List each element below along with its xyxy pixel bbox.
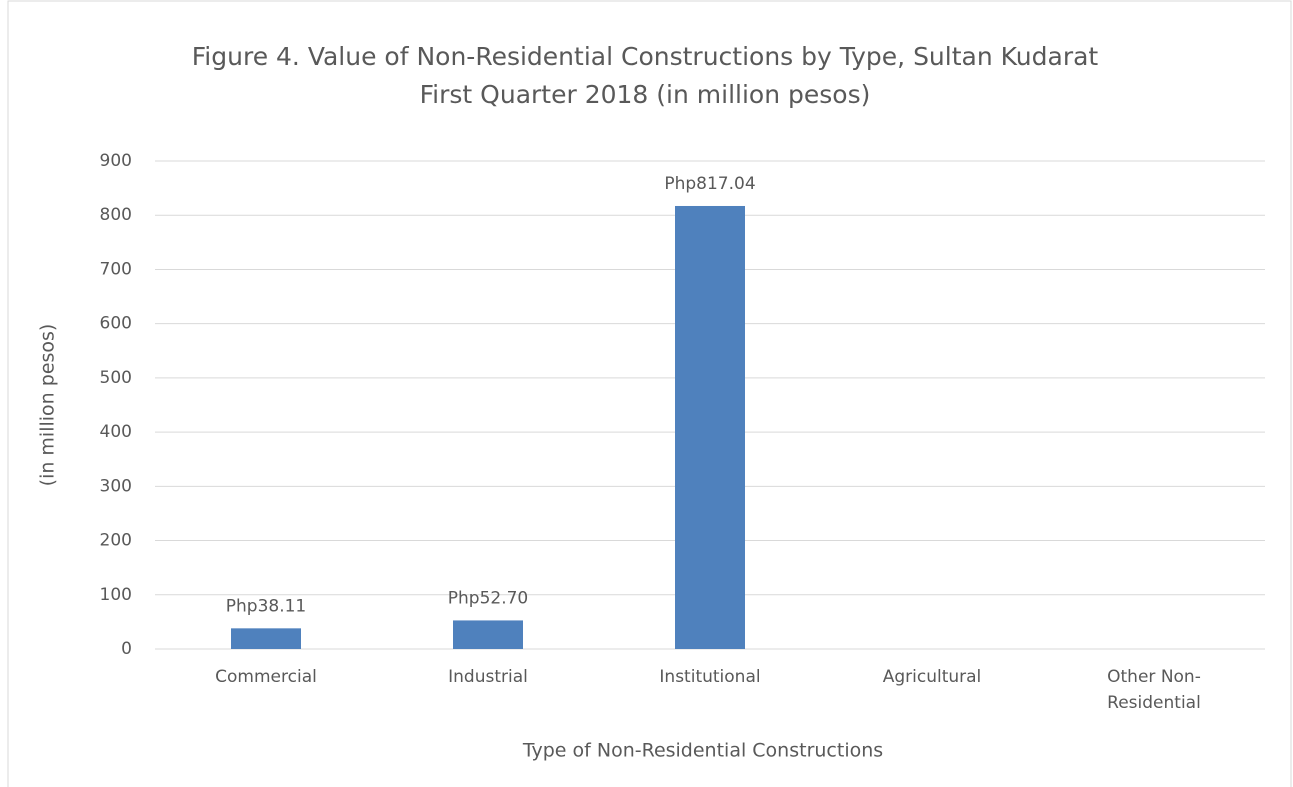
- x-tick-label: Industrial: [448, 667, 528, 687]
- y-tick-label: 500: [100, 368, 132, 388]
- y-tick-label: 300: [100, 476, 132, 496]
- y-tick-label: 600: [100, 314, 132, 334]
- y-tick-label: 900: [100, 151, 132, 171]
- x-tick-label-box: Commercial: [215, 667, 317, 687]
- bar: [453, 620, 523, 649]
- x-tick-label-box: Agricultural: [882, 667, 982, 687]
- y-tick-label: 0: [121, 639, 132, 659]
- y-tick-label: 200: [100, 531, 132, 551]
- x-tick-label-box: Institutional: [659, 667, 761, 687]
- y-tick-label: 100: [100, 585, 132, 605]
- y-tick-label: 700: [100, 259, 132, 279]
- y-tick-label: 800: [100, 205, 132, 225]
- x-tick-label-box: Industrial: [448, 667, 528, 687]
- y-tick-label: 400: [100, 422, 132, 442]
- chart-border: [7, 0, 1292, 787]
- data-label: Php52.70: [448, 588, 528, 608]
- data-label: Php38.11: [226, 596, 306, 616]
- y-axis-label: (in million pesos): [37, 324, 59, 487]
- x-tick-label-box: Other Non-Residential: [1107, 667, 1201, 713]
- x-tick-label: Institutional: [659, 667, 761, 687]
- chart-title: First Quarter 2018 (in million pesos): [420, 80, 871, 109]
- x-tick-label: Agricultural: [882, 667, 982, 687]
- data-label: Php817.04: [664, 174, 755, 194]
- x-tick-label: Commercial: [215, 667, 317, 687]
- bar: [675, 205, 745, 649]
- bar: [231, 628, 301, 649]
- x-axis-label: Type of Non-Residential Constructions: [522, 740, 883, 762]
- chart-title: Figure 4. Value of Non-Residential Const…: [192, 42, 1099, 71]
- x-tick-label: Other Non-Residential: [1107, 667, 1201, 713]
